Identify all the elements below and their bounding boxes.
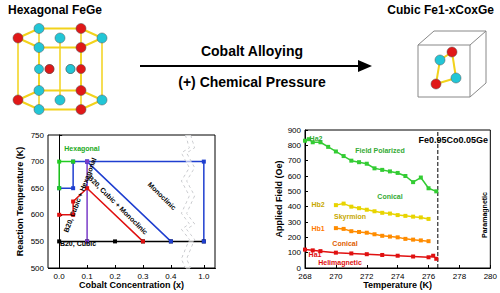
svg-text:B20, Cubic + Hexagonal: B20, Cubic + Hexagonal [62, 157, 98, 234]
svg-text:Skyrmion: Skyrmion [334, 213, 366, 221]
svg-text:400: 400 [288, 202, 302, 211]
svg-text:Hb1: Hb1 [311, 225, 324, 232]
svg-text:272: 272 [360, 272, 374, 281]
svg-text:100: 100 [288, 248, 302, 257]
svg-text:500: 500 [31, 264, 45, 273]
svg-text:0.2: 0.2 [109, 272, 121, 281]
svg-text:0.0: 0.0 [54, 272, 66, 281]
svg-text:Cubic Fe1-xCoxGe: Cubic Fe1-xCoxGe [387, 3, 494, 17]
svg-text:Hexagonal: Hexagonal [64, 145, 99, 153]
svg-text:(+) Chemical Pressure: (+) Chemical Pressure [178, 74, 326, 90]
svg-text:1.0: 1.0 [198, 272, 210, 281]
svg-text:0: 0 [296, 263, 301, 273]
svg-text:274: 274 [391, 272, 405, 281]
svg-text:Helimagnetic: Helimagnetic [318, 259, 362, 267]
svg-text:Monoclinic: Monoclinic [147, 181, 178, 212]
svg-text:Temperature (K): Temperature (K) [363, 280, 432, 290]
svg-text:270: 270 [329, 272, 343, 281]
svg-text:Cobalt Alloying: Cobalt Alloying [201, 43, 303, 59]
svg-text:Conical: Conical [332, 240, 357, 247]
svg-text:Hexagonal FeGe: Hexagonal FeGe [8, 3, 102, 17]
svg-text:Paramagnetic: Paramagnetic [481, 192, 489, 238]
svg-text:550: 550 [31, 237, 45, 246]
svg-text:280: 280 [484, 272, 498, 281]
svg-text:268: 268 [298, 272, 312, 281]
svg-text:Applied Field (Oe): Applied Field (Oe) [274, 160, 284, 237]
svg-text:650: 650 [31, 184, 45, 193]
svg-text:0.4: 0.4 [165, 272, 177, 281]
svg-text:700: 700 [288, 156, 302, 165]
svg-text:600: 600 [288, 172, 302, 181]
svg-text:800: 800 [288, 141, 302, 150]
svg-text:700: 700 [31, 157, 45, 166]
svg-text:750: 750 [31, 131, 45, 140]
svg-text:200: 200 [288, 233, 302, 242]
svg-text:900: 900 [288, 126, 302, 135]
svg-text:Ha2: Ha2 [310, 135, 323, 142]
svg-text:0.1: 0.1 [82, 272, 94, 281]
svg-text:Fe0.95Co0.05Ge: Fe0.95Co0.05Ge [418, 135, 488, 145]
svg-text:Ha1: Ha1 [309, 251, 322, 258]
svg-text:B20, Cubic: B20, Cubic [60, 240, 96, 248]
svg-text:Hb2: Hb2 [311, 201, 324, 208]
svg-text:276: 276 [422, 272, 436, 281]
svg-text:600: 600 [31, 210, 45, 219]
svg-text:Reaction Temperature (K): Reaction Temperature (K) [15, 147, 25, 256]
svg-text:B20, Cubic + Monoclinic: B20, Cubic + Monoclinic [86, 174, 149, 236]
svg-text:278: 278 [453, 272, 467, 281]
svg-text:Field Polarized: Field Polarized [355, 147, 404, 154]
svg-text:500: 500 [288, 187, 302, 196]
svg-text:Conical: Conical [377, 193, 402, 200]
svg-text:Cobalt Concentration (x): Cobalt Concentration (x) [79, 280, 184, 290]
svg-text:300: 300 [288, 218, 302, 227]
svg-text:0.3: 0.3 [137, 272, 149, 281]
